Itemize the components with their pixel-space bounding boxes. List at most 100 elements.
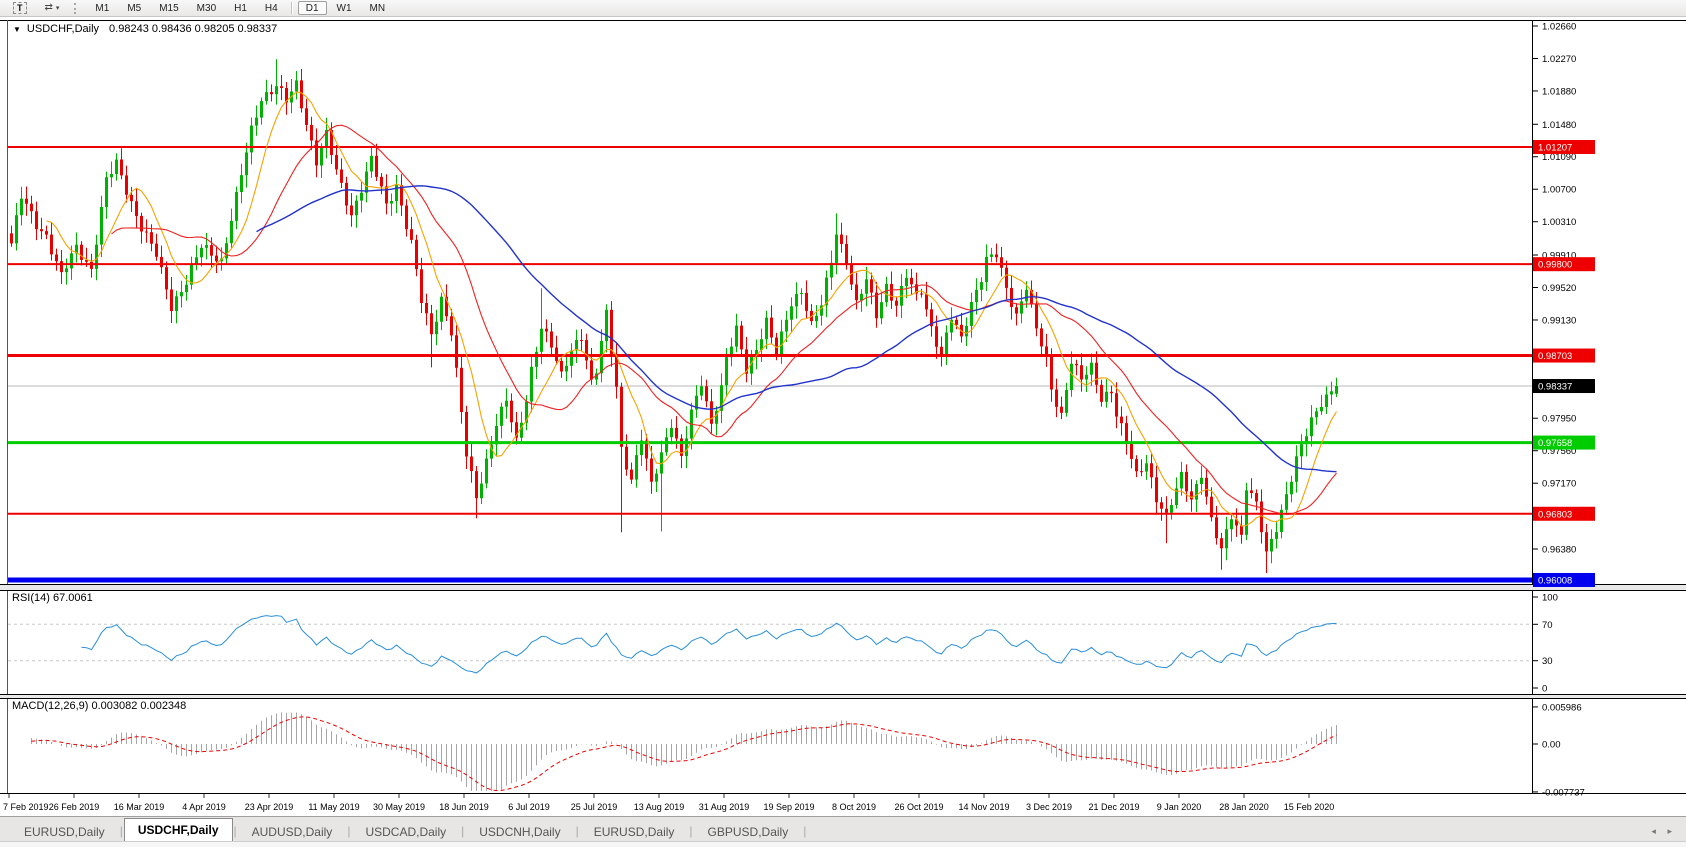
timeframe-button-h4[interactable]: H4: [257, 1, 286, 15]
timeframe-button-w1[interactable]: W1: [329, 1, 360, 15]
timeframe-button-d1[interactable]: D1: [297, 1, 327, 15]
timeframe-button-group: M1 M5 M15 M30 H1 H4 D1 W1 MN: [86, 1, 394, 15]
moving-average-8-line: [46, 91, 1337, 527]
macd-axis: 0.005986 0.00 -0.007737: [1532, 702, 1585, 798]
svg-text:1.01880: 1.01880: [1542, 86, 1576, 97]
tab-usdcad-daily[interactable]: USDCAD,Daily: [365, 825, 447, 839]
timeframe-button-m5[interactable]: M5: [119, 1, 149, 15]
svg-text:1.00700: 1.00700: [1542, 185, 1576, 196]
status-strip: [0, 841, 1686, 847]
toolbar-separator: [290, 2, 293, 14]
svg-text:19 Sep 2019: 19 Sep 2019: [763, 802, 814, 812]
svg-text:1.02270: 1.02270: [1542, 54, 1576, 65]
rsi-axis: 100 70 30 0: [1532, 593, 1558, 695]
tab-eurusd-daily[interactable]: EURUSD,Daily: [593, 825, 675, 839]
date-axis[interactable]: 7 Feb 2019 26 Feb 2019 16 Mar 2019 4 Apr 20…: [3, 794, 1334, 812]
double-arrow-icon: ⇄: [44, 2, 53, 13]
svg-text:70: 70: [1542, 620, 1553, 631]
svg-text:16 Mar 2019: 16 Mar 2019: [114, 802, 165, 812]
svg-text:9 Jan 2020: 9 Jan 2020: [1157, 802, 1202, 812]
svg-text:25 Jul 2019: 25 Jul 2019: [571, 802, 618, 812]
svg-text:4 Apr 2019: 4 Apr 2019: [182, 802, 226, 812]
tab-bar: EURUSD,Daily | USDCHF,Daily | AUDUSD,Daily | U…: [0, 816, 1686, 842]
timeframe-button-m30[interactable]: M30: [189, 1, 224, 15]
svg-text:0.97950: 0.97950: [1542, 414, 1576, 425]
chart-title: ▼ USDCHF,Daily 0.98243 0.98436 0.98205 0.9…: [13, 23, 277, 35]
svg-text:7 Feb 2019: 7 Feb 2019: [3, 802, 49, 812]
tab-usdcnh-daily[interactable]: USDCNH,Daily: [479, 825, 561, 839]
timeframe-button-h1[interactable]: H1: [226, 1, 255, 15]
timeframe-button-m1[interactable]: M1: [87, 1, 117, 15]
svg-text:26 Oct 2019: 26 Oct 2019: [894, 802, 943, 812]
svg-text:0.96008: 0.96008: [1538, 575, 1572, 586]
svg-text:0.96803: 0.96803: [1538, 509, 1572, 520]
tab-separator: |: [803, 824, 807, 838]
svg-text:0.005986: 0.005986: [1542, 702, 1582, 713]
macd-label: MACD(12,26,9) 0.003082 0.002348: [12, 700, 187, 712]
svg-text:18 Jun 2019: 18 Jun 2019: [439, 802, 489, 812]
rsi-panel: [8, 615, 1532, 674]
moving-average-50-line: [256, 185, 1337, 473]
svg-text:0.98703: 0.98703: [1538, 351, 1572, 362]
panel-splitter[interactable]: [0, 585, 1686, 590]
svg-text:0.00: 0.00: [1542, 740, 1561, 751]
candles-layer: [10, 59, 1338, 574]
tab-separator: |: [461, 824, 465, 838]
svg-text:0.99800: 0.99800: [1538, 260, 1572, 271]
macd-signal-line: [31, 716, 1337, 792]
svg-text:0.98337: 0.98337: [1538, 382, 1572, 393]
svg-text:0.97658: 0.97658: [1538, 438, 1572, 449]
toolbar-drag-handle[interactable]: [74, 2, 79, 14]
svg-text:28 Jan 2020: 28 Jan 2020: [1219, 802, 1269, 812]
tab-gbpusd-daily[interactable]: GBPUSD,Daily: [707, 825, 789, 839]
text-tool-icon: T: [13, 2, 27, 14]
chart-ohlc-values: 0.98243 0.98436 0.98205 0.98337: [109, 23, 278, 35]
chart-menu-icon[interactable]: ▼: [13, 25, 21, 34]
svg-text:1.00310: 1.00310: [1542, 217, 1576, 228]
tab-separator: |: [233, 824, 237, 838]
price-axis[interactable]: 1.02660 1.02270 1.01880 1.01480 1.01090 1.007…: [1532, 22, 1595, 587]
svg-text:1.01090: 1.01090: [1542, 152, 1576, 163]
svg-text:13 Aug 2019: 13 Aug 2019: [634, 802, 685, 812]
svg-text:30: 30: [1542, 656, 1553, 667]
svg-text:31 Aug 2019: 31 Aug 2019: [699, 802, 750, 812]
svg-text:11 May 2019: 11 May 2019: [308, 802, 359, 812]
svg-text:14 Nov 2019: 14 Nov 2019: [958, 802, 1009, 812]
tab-audusd-daily[interactable]: AUDUSD,Daily: [251, 825, 333, 839]
main-chart-svg[interactable]: 1.02660 1.02270 1.01880 1.01480 1.01090 1.007…: [0, 0, 1686, 816]
chevron-down-icon: ▾: [55, 5, 60, 12]
svg-text:0.97560: 0.97560: [1542, 446, 1576, 457]
toolbar: T ⇄ ▾ M1 M5 M15 M30 H1 H4 D1 W1 MN: [0, 0, 1686, 17]
timeframe-button-mn[interactable]: MN: [362, 1, 394, 15]
rsi-line: [81, 615, 1337, 674]
svg-text:0.97170: 0.97170: [1542, 479, 1576, 490]
svg-text:0.99520: 0.99520: [1542, 283, 1576, 294]
svg-text:1.01207: 1.01207: [1538, 143, 1572, 154]
tab-separator: |: [347, 824, 351, 838]
arrange-charts-button[interactable]: ⇄ ▾: [37, 1, 68, 15]
text-tool-button[interactable]: T: [5, 1, 35, 15]
svg-text:100: 100: [1542, 593, 1558, 604]
svg-text:0.96380: 0.96380: [1542, 544, 1576, 555]
svg-text:1.01480: 1.01480: [1542, 120, 1576, 131]
panel-splitter[interactable]: [0, 695, 1686, 698]
timeframe-button-m15[interactable]: M15: [151, 1, 186, 15]
tab-eurusd-daily[interactable]: EURUSD,Daily: [24, 825, 105, 839]
svg-text:8 Oct 2019: 8 Oct 2019: [832, 802, 876, 812]
chart-tabs: EURUSD,Daily | USDCHF,Daily | AUDUSD,Daily | U…: [0, 818, 807, 842]
tab-scroll-right-icon[interactable]: ▸: [1667, 826, 1672, 836]
svg-text:-0.007737: -0.007737: [1542, 787, 1585, 798]
moving-average-21-line: [111, 124, 1337, 516]
svg-text:0.99130: 0.99130: [1542, 315, 1576, 326]
tab-separator: |: [119, 824, 123, 838]
rsi-label: RSI(14) 67.0061: [12, 592, 93, 604]
tab-scroll-left-icon[interactable]: ◂: [1651, 826, 1656, 836]
chart-symbol-label: USDCHF,Daily: [26, 23, 100, 35]
tab-separator: |: [689, 824, 693, 838]
tab-usdchf-daily[interactable]: USDCHF,Daily: [123, 818, 233, 842]
panel-frames: [0, 20, 1686, 794]
macd-panel: [31, 712, 1337, 792]
svg-text:21 Dec 2019: 21 Dec 2019: [1088, 802, 1139, 812]
svg-text:26 Feb 2019: 26 Feb 2019: [49, 802, 100, 812]
